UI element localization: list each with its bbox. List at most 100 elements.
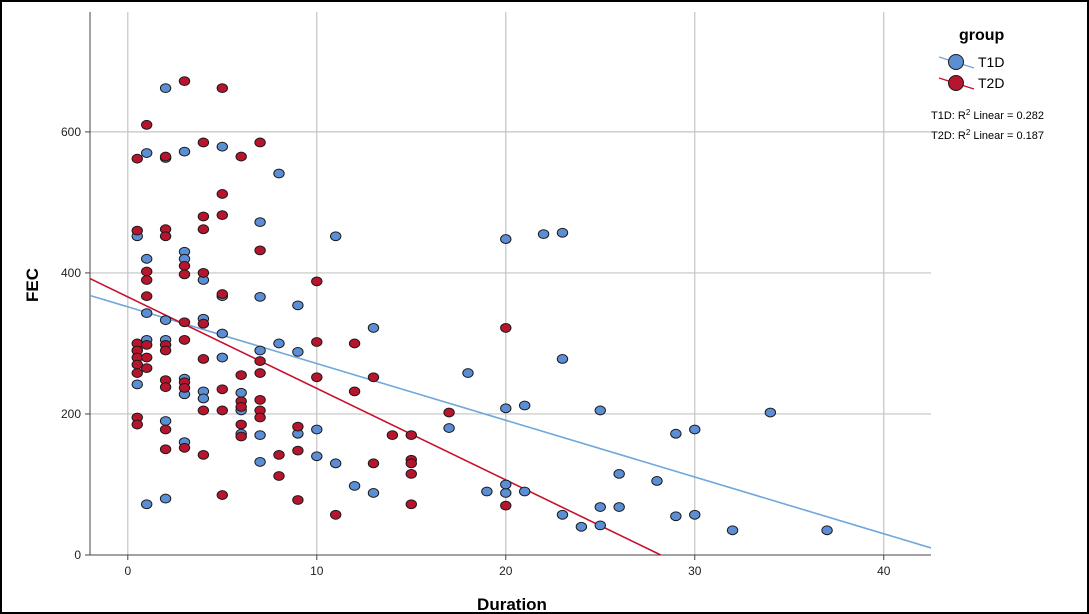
data-point-t1d: [235, 387, 247, 398]
data-point-t1d: [329, 231, 342, 242]
fit-lines: [89, 277, 932, 556]
data-point-t1d: [613, 469, 625, 479]
data-point-t2d: [254, 245, 266, 256]
y-axis-title: FEC: [23, 268, 42, 302]
y-tick-label: 600: [61, 125, 81, 139]
data-point-t2d: [131, 153, 143, 164]
data-point-t2d: [159, 424, 172, 435]
legend-entry-t1d: T1D: [938, 54, 1004, 70]
data-point-t2d: [405, 430, 417, 441]
data-point-t2d: [254, 356, 266, 366]
data-point-t1d: [140, 308, 153, 319]
data-point-t1d: [670, 511, 682, 522]
data-point-t2d: [131, 225, 143, 236]
data-point-t2d: [292, 421, 304, 432]
data-point-t2d: [197, 354, 210, 364]
data-point-t1d: [821, 525, 833, 536]
data-point-t2d: [140, 275, 153, 285]
data-point-t2d: [273, 449, 285, 460]
data-point-t1d: [216, 141, 228, 152]
data-point-t2d: [131, 368, 143, 378]
x-tick-label: 20: [499, 564, 513, 578]
data-point-t2d: [235, 402, 247, 412]
data-point-t1d: [594, 502, 606, 512]
data-point-t1d: [348, 480, 361, 491]
data-point-t2d: [292, 495, 304, 505]
data-point-t2d: [235, 419, 247, 430]
data-point-t2d: [178, 260, 191, 271]
data-point-t1d: [481, 486, 493, 497]
data-point-t1d: [518, 400, 531, 411]
data-point-t1d: [178, 146, 191, 157]
data-point-t2d: [443, 407, 455, 418]
data-point-t1d: [556, 227, 569, 238]
data-point-t2d: [140, 339, 153, 350]
data-point-t2d: [197, 268, 210, 278]
data-point-t2d: [311, 372, 323, 383]
data-point-t2d: [329, 509, 342, 520]
data-point-t1d: [159, 416, 172, 426]
x-tick-label: 10: [310, 564, 324, 578]
data-point-t1d: [140, 148, 153, 158]
data-point-t1d: [537, 229, 550, 240]
data-point-t1d: [670, 428, 682, 439]
data-point-t2d: [216, 405, 228, 416]
data-point-t1d: [216, 352, 228, 363]
data-point-t2d: [159, 231, 172, 242]
data-point-t1d: [254, 291, 266, 302]
data-point-t2d: [235, 370, 247, 381]
r2-label-t2d: T2D: R2 Linear = 0.187: [931, 128, 1044, 142]
data-point-t2d: [131, 359, 143, 370]
data-point-t1d: [159, 83, 172, 94]
data-point-t2d: [216, 289, 228, 299]
data-point-t2d: [140, 266, 153, 277]
data-point-t1d: [329, 458, 342, 469]
fit-line-t2d: [89, 277, 662, 556]
data-point-t2d: [500, 500, 512, 511]
grid: [90, 12, 931, 555]
data-point-t1d: [254, 430, 266, 441]
data-point-t2d: [273, 471, 285, 481]
data-point-t2d: [178, 382, 191, 393]
data-point-t1d: [462, 368, 474, 378]
data-point-t2d: [405, 499, 417, 510]
y-tick-label: 400: [61, 266, 81, 280]
data-point-t1d: [254, 217, 266, 228]
data-point-t1d: [140, 253, 153, 264]
data-point-t1d: [273, 168, 285, 179]
legend-marker-t2d-icon: [948, 75, 964, 91]
data-point-t2d: [197, 318, 210, 329]
data-point-t2d: [159, 382, 172, 393]
data-point-t1d: [443, 423, 455, 433]
data-point-t1d: [140, 499, 153, 510]
data-point-t2d: [367, 372, 380, 383]
data-point-t2d: [197, 405, 210, 416]
data-point-t2d: [311, 276, 323, 287]
data-point-t2d: [216, 83, 228, 94]
data-point-t1d: [197, 393, 210, 404]
y-tick-label: 200: [61, 407, 81, 421]
data-point-t1d: [556, 509, 569, 520]
data-point-t2d: [386, 430, 399, 441]
data-point-t2d: [159, 444, 172, 455]
data-point-t1d: [216, 328, 228, 339]
legend-label-t2d: T2D: [978, 75, 1004, 91]
data-point-t1d: [367, 323, 380, 333]
data-point-t1d: [726, 525, 739, 536]
r2-label-t1d: T1D: R2 Linear = 0.282: [931, 108, 1044, 122]
data-point-t2d: [367, 458, 380, 469]
data-point-t2d: [178, 335, 191, 345]
data-point-t1d: [575, 521, 588, 532]
x-tick-label: 40: [877, 564, 891, 578]
data-point-t2d: [197, 137, 210, 148]
data-point-t2d: [405, 469, 417, 479]
data-point-t2d: [216, 189, 228, 199]
data-point-t1d: [292, 347, 304, 357]
legend-label-t1d: T1D: [978, 54, 1004, 70]
data-point-t1d: [159, 493, 172, 504]
data-point-t1d: [518, 486, 531, 497]
data-point-t1d: [500, 479, 512, 490]
data-point-t1d: [273, 338, 285, 349]
